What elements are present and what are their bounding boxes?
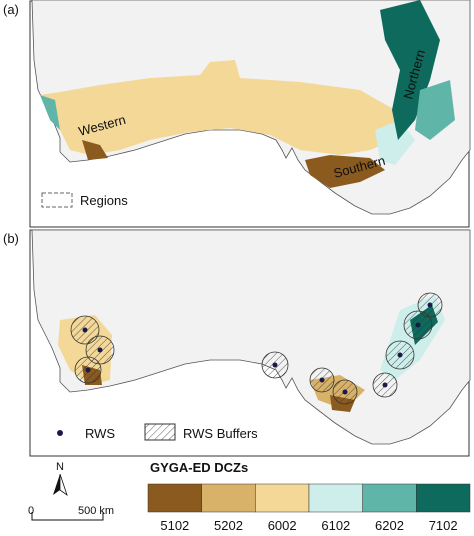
colorbar-title: GYGA-ED DCZs — [150, 460, 248, 475]
legend-label: Regions — [80, 193, 128, 208]
colorbar-label: 6102 — [321, 518, 350, 533]
north-label: N — [56, 461, 64, 473]
panel-label: (b) — [3, 231, 19, 246]
colorbar-swatch — [416, 483, 471, 513]
colorbar-label: 5202 — [214, 518, 243, 533]
zone-6002 — [40, 60, 395, 155]
zone-5102 — [305, 155, 385, 188]
colorbar-label: 5102 — [160, 518, 189, 533]
zone-5102 — [82, 140, 108, 160]
scale-bar: 0 500 km — [28, 505, 114, 521]
colorbar-swatch — [255, 483, 310, 513]
zone-6202 — [40, 95, 60, 130]
legend-label: RWS — [85, 426, 115, 441]
colorbar-label: 6002 — [268, 518, 297, 533]
scale-end: 500 km — [78, 505, 114, 517]
colorbar-swatch — [362, 483, 417, 513]
colorbar-swatch — [147, 483, 202, 513]
colorbar-swatch — [201, 483, 256, 513]
colorbar-label: 6202 — [375, 518, 404, 533]
zone-6202 — [415, 80, 455, 140]
colorbar-label: 7102 — [429, 518, 458, 533]
scale-start: 0 — [28, 505, 34, 517]
colorbar: 5102 5202 6002 6102 6202 7102 — [147, 483, 471, 533]
colorbar-swatch — [308, 483, 363, 513]
panel-label: (a) — [3, 2, 19, 17]
rws-buffers — [70, 292, 443, 405]
legend-swatch — [41, 192, 73, 208]
north-arrow: N — [53, 461, 68, 497]
panel-a: (a) Western Northern Southern Regions — [3, 0, 471, 228]
legend-label: RWS Buffers — [183, 426, 258, 441]
legend-swatch — [144, 423, 176, 441]
rws-points — [82, 302, 433, 395]
legend-swatch — [57, 430, 63, 436]
zone-7102 — [380, 0, 440, 140]
panel-b: (b) RWS RWS Buffers — [3, 229, 471, 457]
